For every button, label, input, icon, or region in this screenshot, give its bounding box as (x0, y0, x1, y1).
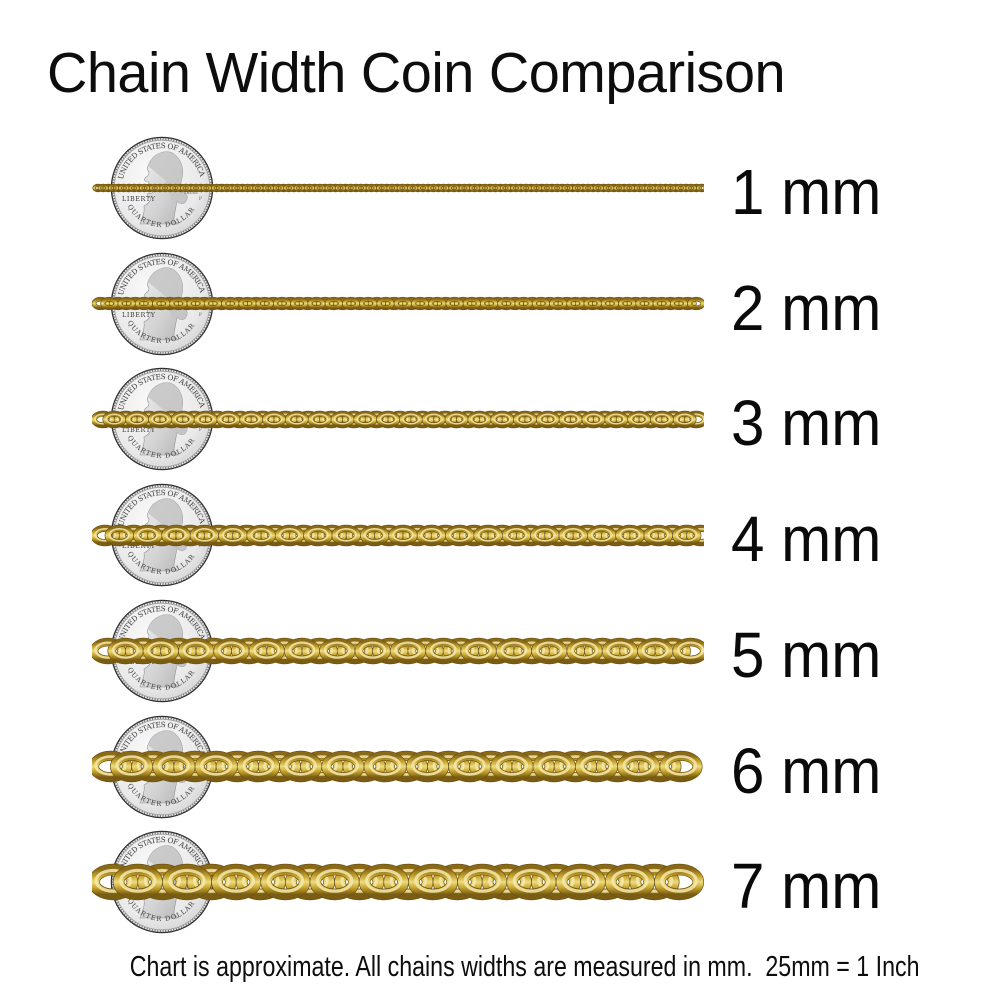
quarter-coin-image: UNITED STATES OF AMERICA QUARTER DOLLAR … (110, 252, 214, 356)
footer-note: Chart is approximate. All chains widths … (130, 951, 920, 983)
chain-width-label: 4 mm (731, 503, 882, 575)
coin-liberty-text: LIBERTY (122, 311, 156, 319)
chain-width-label: 1 mm (731, 156, 882, 228)
coin-mint-mark: P (199, 312, 202, 317)
chain-2mm-image (92, 296, 704, 311)
bust-hair-shading (148, 151, 188, 208)
coin-mint-mark: P (199, 196, 202, 201)
chain-7mm-image (92, 863, 704, 901)
chain-4mm-image (92, 524, 704, 547)
chain-3mm-image (92, 410, 704, 429)
quarter-coin-image: UNITED STATES OF AMERICA QUARTER DOLLAR … (110, 483, 214, 587)
coin-liberty-text: LIBERTY (122, 195, 156, 203)
coin-liberty-text: LIBERTY (122, 542, 156, 550)
page-title: Chain Width Coin Comparison (47, 41, 786, 105)
chain-width-label: 5 mm (731, 619, 882, 691)
chain-width-label: 3 mm (731, 387, 882, 459)
quarter-coin-image: UNITED STATES OF AMERICA QUARTER DOLLAR … (110, 136, 214, 240)
chain-6mm-image (92, 750, 703, 783)
coin-liberty-text: LIBERTY (122, 426, 156, 434)
coin-motto-line2: TRUST (184, 190, 199, 195)
chain-width-label: 7 mm (731, 850, 882, 922)
chain-5mm-image (92, 637, 704, 665)
chain-1mm-image (92, 183, 704, 193)
chain-width-label: 6 mm (731, 735, 882, 807)
chain-width-label: 2 mm (731, 272, 882, 344)
coin-mint-mark: P (199, 427, 202, 432)
